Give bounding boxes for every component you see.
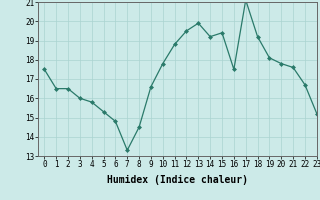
X-axis label: Humidex (Indice chaleur): Humidex (Indice chaleur) xyxy=(107,175,248,185)
